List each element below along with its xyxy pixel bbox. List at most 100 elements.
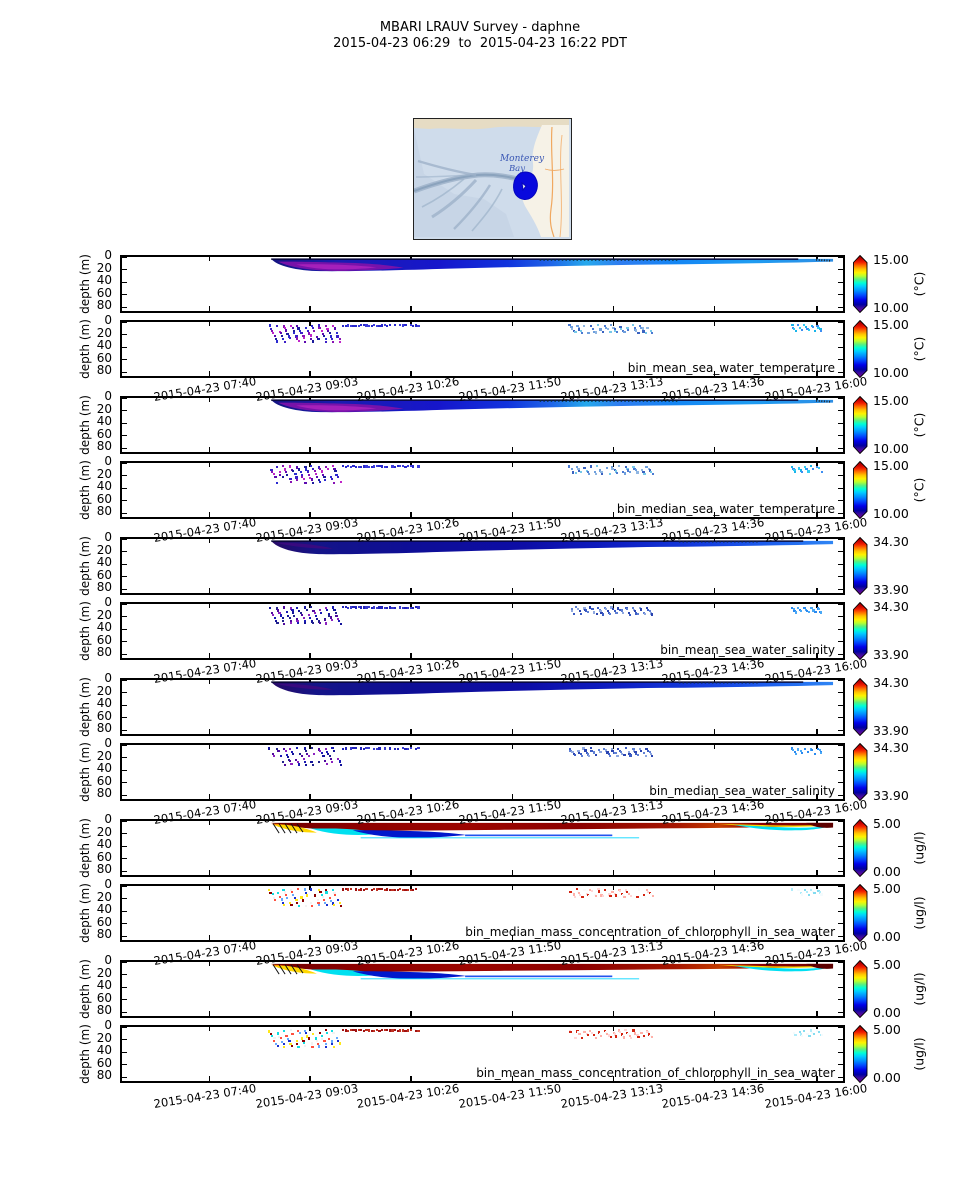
- y-tick: [122, 757, 127, 759]
- y-tick: [122, 986, 127, 988]
- colorbar-unit-label: (ug/l): [911, 1037, 927, 1071]
- map-label-bay: Bay: [508, 164, 525, 174]
- x-tick: [512, 463, 514, 467]
- x-tick: [208, 371, 210, 376]
- x-tick: [816, 1076, 818, 1081]
- y-tick-label: 80: [96, 645, 112, 659]
- x-tick: [208, 729, 210, 734]
- x-tick: [208, 512, 210, 517]
- x-tick-label: 2015-04-23 10:26: [355, 1080, 461, 1112]
- x-tick: [309, 588, 311, 593]
- colorbar-unit-label: (°C): [911, 477, 927, 503]
- panel-5-filled-salinity: [120, 537, 845, 595]
- y-tick: [838, 475, 843, 477]
- x-tick: [816, 604, 818, 608]
- y-tick-label: 0: [104, 1018, 112, 1032]
- panel-11-filled-chlorophyll: [120, 960, 845, 1018]
- x-tick: [410, 512, 412, 517]
- panel-10-scatter-chlorophyll: bin_median_mass_concentration_of_chlorop…: [120, 884, 845, 942]
- x-tick: [512, 729, 514, 734]
- panel-label: bin_median_mass_concentration_of_chlorop…: [465, 925, 835, 939]
- y-tick: [838, 500, 843, 502]
- y-tick: [122, 422, 127, 424]
- x-tick: [613, 1011, 615, 1016]
- y-tick: [838, 1026, 843, 1028]
- y-tick: [838, 961, 843, 963]
- y-tick: [838, 281, 843, 283]
- y-tick-label: 60: [96, 632, 112, 647]
- y-tick: [838, 576, 843, 578]
- y-tick-label: 20: [96, 824, 112, 839]
- colorbar-unit-label: (ug/l): [911, 972, 927, 1006]
- y-tick: [838, 359, 843, 361]
- y-tick: [122, 397, 127, 399]
- y-tick-label: 20: [96, 401, 112, 416]
- y-tick-label: 20: [96, 889, 112, 904]
- x-tick-label: 2015-04-23 13:13: [559, 1080, 664, 1112]
- x-tick: [816, 588, 818, 593]
- panel-6-scatter-salinity: bin_mean_sea_water_salinity: [120, 602, 845, 660]
- x-tick: [208, 794, 210, 799]
- panel-label: bin_median_sea_water_temperature: [616, 502, 835, 516]
- x-tick: [208, 935, 210, 940]
- x-tick: [410, 935, 412, 940]
- y-tick: [122, 487, 127, 489]
- y-tick: [838, 820, 843, 822]
- panel-4-scatter-temperature: bin_median_sea_water_temperature: [120, 461, 845, 519]
- y-tick-label: 40: [96, 761, 112, 775]
- x-tick: [613, 794, 615, 799]
- x-tick: [410, 306, 412, 311]
- y-tick-label: 80: [96, 721, 112, 735]
- colorbar-unit-label: (°C): [911, 271, 927, 297]
- panel-label: bin_median_sea_water_salinity: [649, 784, 835, 798]
- y-tick: [838, 653, 843, 655]
- scatter-points: [122, 886, 843, 940]
- x-tick: [613, 653, 615, 658]
- x-tick: [208, 398, 210, 402]
- x-tick: [713, 371, 716, 376]
- x-tick: [713, 306, 716, 311]
- panel-1-filled-temperature: [120, 255, 845, 313]
- colorbar-min-label: 10.00: [873, 441, 909, 456]
- colorbar-max-label: 15.00: [873, 393, 909, 408]
- y-tick: [838, 679, 843, 681]
- y-tick: [838, 999, 843, 1001]
- x-tick: [512, 322, 514, 326]
- figure-title: MBARI LRAUV Survey - daphne: [379, 20, 581, 35]
- x-tick: [208, 588, 210, 593]
- x-tick: [816, 729, 818, 734]
- y-tick: [122, 576, 127, 578]
- x-tick: [713, 870, 716, 875]
- x-tick: [816, 463, 818, 467]
- y-tick-label: 40: [96, 902, 112, 916]
- y-tick: [122, 820, 127, 822]
- y-tick: [122, 563, 127, 565]
- y-tick: [838, 1051, 843, 1053]
- x-tick: [410, 870, 412, 875]
- colorbar: [853, 320, 868, 378]
- panel-7-filled-salinity: [120, 678, 845, 736]
- scatter-points: [122, 1027, 843, 1081]
- y-tick: [838, 757, 843, 759]
- y-tick: [838, 603, 843, 605]
- y-tick: [838, 1039, 843, 1041]
- x-tick: [309, 306, 311, 311]
- x-tick: [713, 463, 716, 467]
- colorbar-min-label: 10.00: [873, 365, 909, 380]
- y-tick: [122, 628, 127, 630]
- y-tick: [122, 729, 127, 731]
- map-lrauv-track: [513, 171, 538, 200]
- y-tick: [838, 782, 843, 784]
- x-tick: [816, 935, 818, 940]
- scatter-points: [122, 604, 843, 658]
- x-tick: [309, 1076, 311, 1081]
- colorbar-min-label: 33.90: [873, 647, 909, 662]
- y-tick: [838, 1011, 843, 1013]
- y-tick: [122, 538, 127, 540]
- y-tick: [838, 435, 843, 437]
- y-tick: [838, 717, 843, 719]
- y-tick: [122, 910, 127, 912]
- x-tick: [613, 604, 615, 608]
- y-tick-label: 40: [96, 1043, 112, 1057]
- x-tick: [512, 604, 514, 608]
